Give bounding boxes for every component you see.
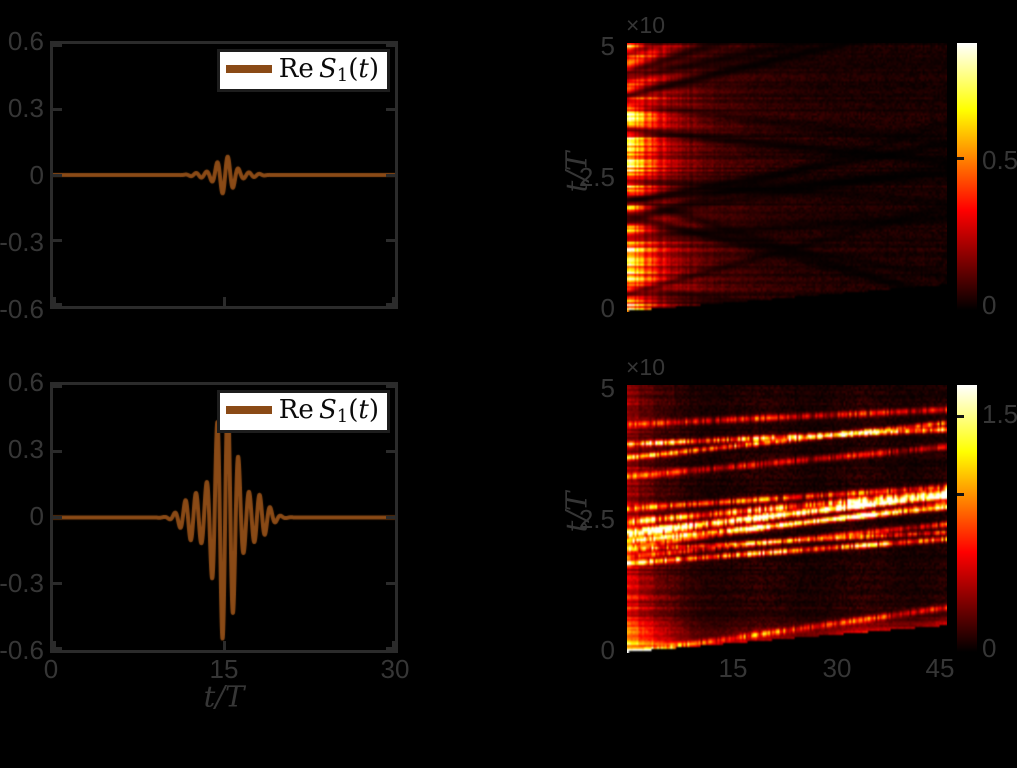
spectrogram-image-top — [627, 43, 947, 312]
tick-mark — [53, 516, 62, 519]
ytick-bot-n0.6: -0.6 — [0, 635, 44, 665]
heatmap-spectrum-top — [627, 43, 947, 312]
tick-mark — [386, 303, 395, 306]
colorbar-top — [957, 43, 977, 310]
ytick-top-0.3: 0.3 — [7, 93, 44, 123]
tick-mark — [386, 582, 395, 586]
cbar-top-tick-0.5: 0.5 — [982, 145, 1017, 175]
ytick-bot-0.6: 0.6 — [7, 367, 44, 397]
tick-mark — [53, 239, 62, 242]
cbar-bot-tick-0: 0 — [982, 633, 997, 663]
spectrogram-image-bottom — [627, 385, 947, 653]
xtick-bot-0: 0 — [43, 654, 59, 684]
ytick-hm-bot-0: 0 — [600, 635, 615, 665]
ytick-bot-n0.3: -0.3 — [0, 568, 44, 598]
tick-mark — [53, 641, 56, 650]
ytick-top-0: 0 — [29, 160, 44, 190]
cbar-bot-tick-1.5: 1.5 — [982, 399, 1017, 429]
tick-mark — [392, 297, 395, 306]
ytick-hm-bot-5: 5 — [600, 373, 615, 403]
tick-mark — [386, 516, 395, 519]
ytick-hm-top-5: 5 — [600, 31, 615, 61]
tick-mark — [53, 449, 62, 453]
y-exponent-bottom: ×10 — [626, 354, 666, 380]
colorbar-bottom — [957, 385, 977, 652]
xtick-hm-30: 30 — [822, 653, 852, 683]
xlabel-t-over-T: t/T — [203, 679, 245, 714]
ylabel-t-over-T-bottom: t/T — [559, 491, 594, 533]
tick-mark — [386, 239, 395, 242]
ytick-bot-0: 0 — [29, 501, 44, 531]
colorbar-tick-mark — [957, 493, 964, 497]
legend-line-swatch — [225, 406, 272, 415]
legend-signal-top: Re S1(t) — [216, 49, 390, 92]
tick-mark — [386, 44, 395, 47]
plot-signal-top: Re S1(t) — [50, 41, 398, 309]
tick-mark — [386, 449, 395, 453]
tick-mark — [386, 385, 395, 388]
ytick-hm-top-2.5: 2.5 — [578, 162, 615, 192]
xtick-hm-45: 45 — [925, 653, 955, 683]
tick-mark — [392, 641, 395, 650]
tick-mark — [53, 303, 62, 306]
tick-mark — [53, 44, 62, 47]
ylabel-t-over-T-top: t/T — [559, 151, 594, 193]
legend-label: Re S1(t) — [278, 395, 379, 427]
tick-mark — [53, 108, 62, 111]
tick-mark — [222, 297, 226, 306]
tick-mark — [386, 108, 395, 111]
colorbar-tick-mark — [957, 414, 964, 418]
plot-signal-bottom: Re S1(t) — [50, 382, 398, 653]
xtick-bot-15: 15 — [209, 654, 239, 684]
tick-mark — [386, 173, 395, 177]
tick-mark — [386, 647, 395, 650]
ytick-top-n0.3: -0.3 — [0, 227, 44, 257]
tick-mark — [53, 173, 62, 177]
legend-label: Re S1(t) — [278, 54, 379, 86]
y-exponent-top: ×10 — [626, 12, 666, 38]
heatmap-spectrum-bottom — [627, 385, 947, 653]
cbar-top-tick-0: 0 — [982, 290, 997, 320]
ytick-hm-top-0: 0 — [600, 293, 615, 323]
tick-mark — [53, 582, 62, 586]
ytick-top-0.6: 0.6 — [7, 26, 44, 56]
tick-mark — [53, 297, 56, 306]
xtick-hm-15: 15 — [718, 653, 748, 683]
ytick-bot-0.3: 0.3 — [7, 434, 44, 464]
xtick-bot-30: 30 — [380, 654, 410, 684]
colorbar-tick-mark — [957, 156, 964, 160]
tick-mark — [53, 385, 62, 388]
legend-line-swatch — [225, 65, 272, 74]
tick-mark — [53, 647, 62, 650]
ytick-hm-bot-2.5: 2.5 — [578, 504, 615, 534]
legend-signal-bottom: Re S1(t) — [216, 390, 390, 433]
ytick-top-n0.6: -0.6 — [0, 294, 44, 324]
tick-mark — [222, 641, 226, 650]
